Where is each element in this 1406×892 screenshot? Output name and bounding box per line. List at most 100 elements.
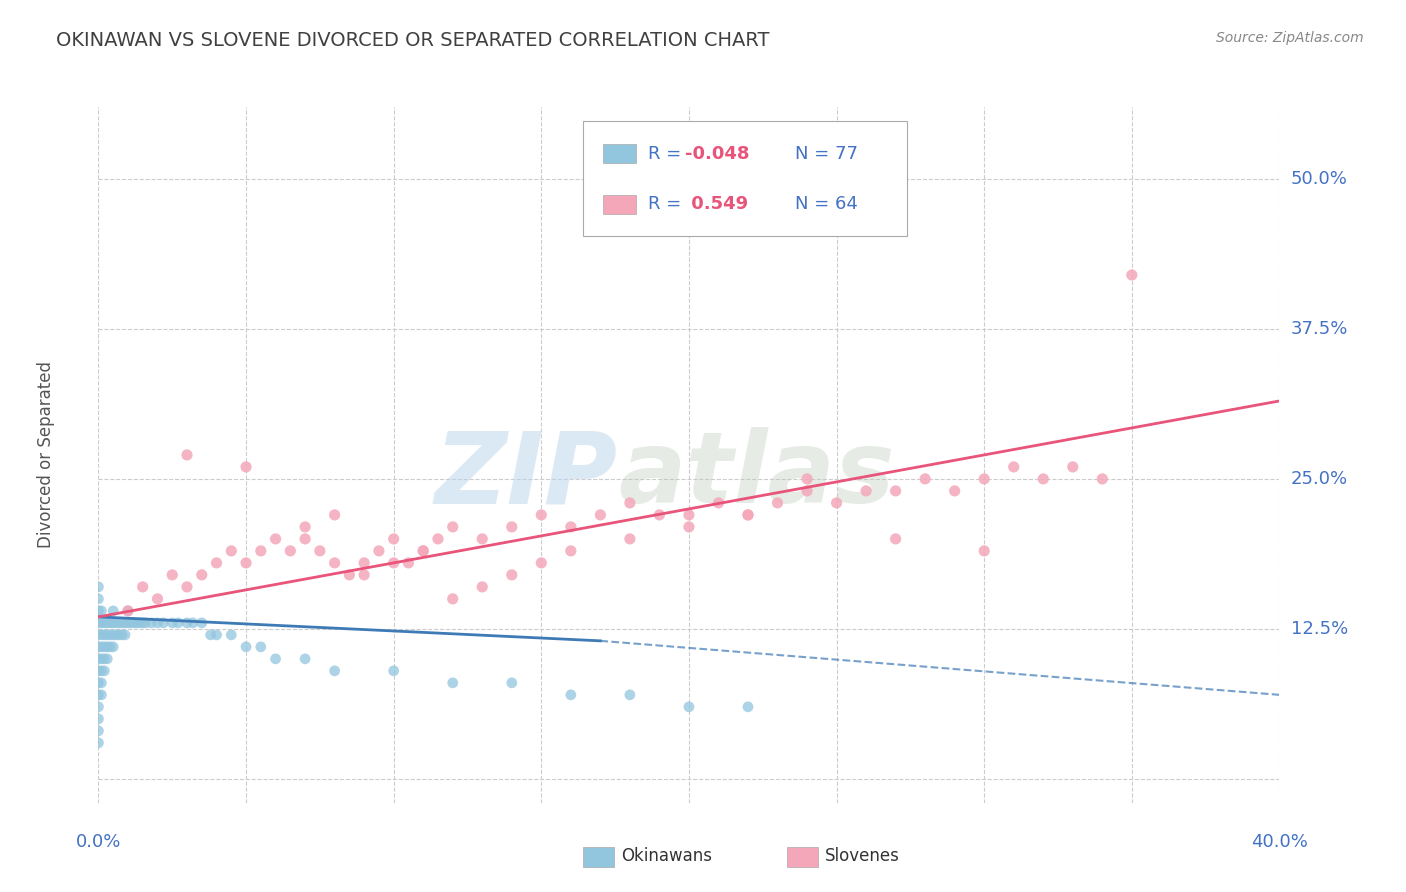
Point: [162, 615, 183, 630]
Point: [87, 591, 110, 606]
Point: [973, 544, 995, 558]
Point: [471, 532, 494, 546]
Point: [90, 688, 112, 702]
Point: [530, 556, 553, 570]
Point: [796, 472, 818, 486]
Point: [678, 508, 700, 522]
Point: [152, 615, 174, 630]
Point: [396, 556, 419, 570]
Point: [441, 591, 464, 606]
Point: [146, 591, 169, 606]
Text: 37.5%: 37.5%: [1291, 320, 1348, 338]
Point: [103, 604, 125, 618]
Text: 0.0%: 0.0%: [76, 833, 121, 851]
Point: [219, 628, 242, 642]
Point: [93, 640, 115, 654]
Point: [117, 615, 139, 630]
Point: [108, 628, 131, 642]
Point: [90, 640, 112, 654]
Point: [132, 615, 155, 630]
Point: [191, 567, 214, 582]
Text: 0.549: 0.549: [685, 195, 748, 213]
Point: [87, 723, 110, 738]
Text: -0.048: -0.048: [685, 145, 749, 162]
Point: [93, 615, 115, 630]
Point: [87, 615, 110, 630]
Point: [96, 640, 118, 654]
Point: [796, 483, 818, 498]
Point: [87, 640, 110, 654]
Point: [1002, 459, 1025, 474]
Point: [114, 628, 136, 642]
Point: [87, 580, 110, 594]
Point: [96, 615, 118, 630]
Point: [323, 508, 346, 522]
Point: [191, 615, 214, 630]
Point: [737, 699, 759, 714]
Point: [337, 567, 360, 582]
Text: N = 64: N = 64: [796, 195, 858, 213]
Point: [114, 615, 136, 630]
Point: [87, 676, 110, 690]
Point: [146, 615, 169, 630]
Point: [105, 615, 128, 630]
Point: [90, 615, 112, 630]
Point: [103, 640, 125, 654]
Point: [264, 532, 287, 546]
Point: [219, 544, 242, 558]
Text: OKINAWAN VS SLOVENE DIVORCED OR SEPARATED CORRELATION CHART: OKINAWAN VS SLOVENE DIVORCED OR SEPARATE…: [56, 31, 769, 50]
Point: [471, 580, 494, 594]
Point: [122, 615, 145, 630]
Point: [441, 676, 464, 690]
Point: [98, 640, 121, 654]
Text: 50.0%: 50.0%: [1291, 170, 1347, 188]
FancyBboxPatch shape: [582, 121, 907, 235]
Text: atlas: atlas: [619, 427, 894, 524]
Text: Okinawans: Okinawans: [621, 847, 713, 865]
Point: [648, 508, 671, 522]
Text: R =: R =: [648, 195, 686, 213]
Point: [108, 615, 131, 630]
Point: [707, 496, 730, 510]
Point: [382, 664, 405, 678]
Point: [87, 652, 110, 666]
Point: [132, 580, 155, 594]
Point: [294, 652, 316, 666]
Point: [87, 736, 110, 750]
Point: [87, 604, 110, 618]
Text: ZIP: ZIP: [434, 427, 619, 524]
Point: [501, 520, 523, 534]
Point: [250, 544, 273, 558]
Point: [855, 483, 877, 498]
Point: [943, 483, 966, 498]
Point: [914, 472, 936, 486]
Point: [560, 544, 582, 558]
Point: [176, 448, 198, 462]
Point: [117, 604, 139, 618]
Point: [353, 556, 375, 570]
FancyBboxPatch shape: [603, 144, 636, 163]
Point: [93, 628, 115, 642]
Point: [441, 520, 464, 534]
Point: [96, 652, 118, 666]
Point: [98, 628, 121, 642]
Point: [98, 615, 121, 630]
Point: [235, 640, 257, 654]
Point: [294, 520, 316, 534]
Point: [181, 615, 204, 630]
Point: [167, 615, 190, 630]
Text: 40.0%: 40.0%: [1251, 833, 1308, 851]
Point: [619, 532, 641, 546]
Point: [382, 556, 405, 570]
Point: [105, 628, 128, 642]
Point: [87, 664, 110, 678]
Point: [427, 532, 450, 546]
Point: [501, 567, 523, 582]
Point: [90, 652, 112, 666]
Point: [1091, 472, 1114, 486]
Point: [90, 664, 112, 678]
Point: [825, 496, 848, 510]
Point: [87, 688, 110, 702]
Point: [176, 615, 198, 630]
Point: [90, 628, 112, 642]
